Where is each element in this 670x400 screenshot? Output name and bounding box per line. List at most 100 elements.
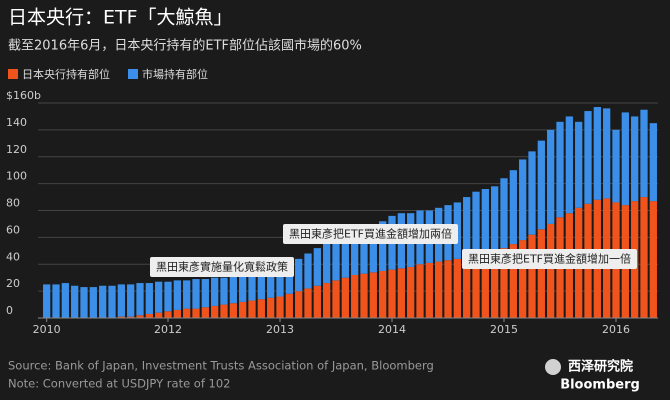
- legend-label: 市場持有部位: [142, 67, 208, 81]
- y-tick-label: 120: [6, 143, 27, 156]
- bar-segment: [323, 242, 331, 284]
- bar-segment: [547, 223, 555, 318]
- bar-segment: [173, 280, 181, 310]
- bar-segment: [323, 283, 331, 318]
- bar-segment: [248, 273, 256, 301]
- chart-subtitle: 截至2016年6月，日本央行持有的ETF部位佔該國市場的60%: [8, 38, 362, 54]
- bar-segment: [108, 285, 116, 318]
- bar-segment: [640, 197, 648, 318]
- bar-segment: [239, 275, 247, 302]
- bar-segment: [295, 258, 303, 292]
- bar-segment: [52, 284, 60, 318]
- y-tick-label: $160b: [6, 89, 41, 102]
- bar-segment: [43, 284, 51, 318]
- annotation-box: [150, 257, 294, 277]
- bar-segment: [649, 123, 657, 202]
- bar-segment: [201, 307, 209, 318]
- bar-segment: [183, 280, 191, 309]
- bar-segment: [463, 256, 471, 318]
- chart-title: 日本央行：ETF「大鯨魚」: [8, 7, 233, 29]
- bar-segment: [519, 240, 527, 318]
- bar-segment: [239, 301, 247, 318]
- bar-segment: [164, 281, 172, 312]
- bar-segment: [89, 287, 97, 318]
- bar-segment: [491, 186, 499, 251]
- bar-segment: [332, 237, 340, 281]
- x-tick-label: 2014: [378, 323, 406, 336]
- annotation-box: [283, 224, 458, 244]
- y-tick-label: 80: [6, 197, 20, 210]
- legend-swatch: [128, 69, 138, 79]
- bar-segment: [621, 112, 629, 206]
- bar-segment: [248, 300, 256, 318]
- bar-segment: [640, 109, 648, 198]
- bar-segment: [528, 234, 536, 318]
- bar-segment: [155, 281, 163, 313]
- bar-segment: [183, 308, 191, 318]
- bar-segment: [192, 279, 200, 309]
- bar-segment: [453, 258, 461, 318]
- bar-segment: [500, 248, 508, 318]
- bar-segment: [80, 287, 88, 318]
- legend-label: 日本央行持有部位: [22, 67, 110, 81]
- y-tick-label: 140: [6, 116, 27, 129]
- bar-segment: [369, 225, 377, 273]
- bar-segment: [304, 288, 312, 318]
- bar-segment: [351, 232, 359, 275]
- bar-segment: [267, 270, 275, 298]
- bar-segment: [257, 272, 265, 300]
- bar-segment: [136, 315, 144, 318]
- bar-segment: [481, 189, 489, 254]
- bar-segment: [360, 229, 368, 274]
- bar-segment: [444, 260, 452, 318]
- bar-segment: [127, 284, 135, 317]
- bar-segment: [267, 297, 275, 318]
- y-tick-label: 0: [6, 304, 13, 317]
- bar-segment: [584, 111, 592, 204]
- source: Source: Bank of Japan, Investment Trusts…: [8, 359, 434, 373]
- bar-segment: [61, 283, 69, 318]
- annotation: 黑田東彥實施量化寬鬆政策: [156, 260, 288, 274]
- bar-segment: [145, 283, 153, 314]
- brand: Bloomberg: [560, 378, 640, 393]
- bar-segment: [463, 197, 471, 257]
- legend-swatch: [8, 69, 18, 79]
- bar-segment: [351, 275, 359, 318]
- bar-segment: [631, 116, 639, 202]
- bar-segment: [117, 316, 125, 318]
- bar-segment: [285, 264, 293, 294]
- bar-segment: [276, 296, 284, 318]
- bar-segment: [537, 229, 545, 318]
- bar-segment: [313, 248, 321, 286]
- bar-segment: [136, 283, 144, 316]
- bar-segment: [416, 264, 424, 318]
- bar-segment: [379, 221, 387, 271]
- bar-segment: [425, 262, 433, 318]
- bar-segment: [379, 270, 387, 318]
- bar-segment: [201, 279, 209, 308]
- bar-segment: [435, 261, 443, 318]
- bar-segment: [537, 140, 545, 230]
- bar-segment: [369, 272, 377, 318]
- bar-segment: [99, 285, 107, 318]
- plot-area: 0 20 40 60 80 100 120 140 $160b 2010 2012 2013 2014 2…: [6, 89, 658, 336]
- y-tick-label: 40: [6, 250, 20, 263]
- bar-segment: [481, 253, 489, 318]
- bar-segment: [565, 116, 573, 214]
- bar-segment: [472, 254, 480, 318]
- bar-segment: [145, 313, 153, 318]
- bar-segment: [603, 108, 611, 199]
- bar-segment: [127, 316, 135, 318]
- note: Note: Converted at USDJPY rate of 102: [8, 377, 231, 391]
- bar-segment: [593, 107, 601, 200]
- bar-segment: [612, 129, 620, 203]
- bar-segment: [304, 253, 312, 289]
- bar-segment: [295, 291, 303, 318]
- bar-segment: [341, 277, 349, 318]
- bar-segment: [285, 293, 293, 318]
- watermark: 西泽研究院: [568, 359, 633, 375]
- annotation: 黑田東彥把ETF買進金額增加一倍: [468, 252, 631, 266]
- bar-segment: [229, 276, 237, 304]
- bar-segment: [509, 170, 517, 245]
